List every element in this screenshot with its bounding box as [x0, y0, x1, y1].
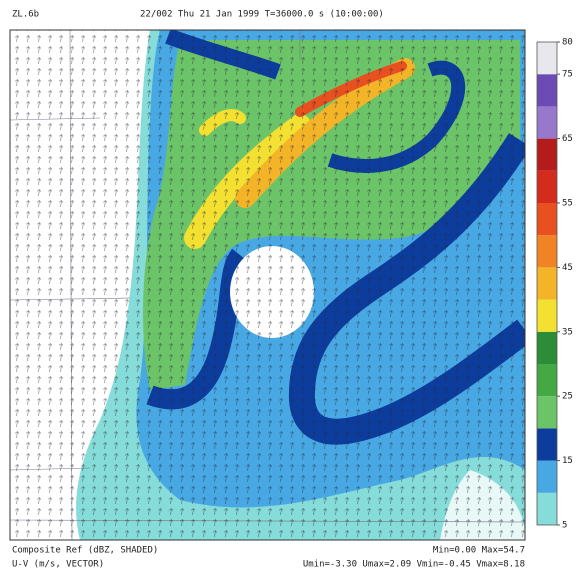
colorbar-segment [537, 106, 557, 139]
colorbar-segment [537, 267, 557, 300]
colorbar-label: 45 [562, 263, 573, 273]
colorbar-segment [537, 203, 557, 236]
colorbar-segment [537, 299, 557, 332]
colorbar-segment [537, 74, 557, 107]
colorbar-segment [537, 460, 557, 493]
wind-vectors [10, 30, 525, 540]
colorbar-label: 75 [562, 70, 573, 80]
colorbar-segment [537, 396, 557, 429]
colorbar-segment [537, 235, 557, 268]
colorbar-label: 15 [562, 456, 573, 466]
map [10, 30, 525, 540]
colorbar-segment [537, 492, 557, 525]
colorbar-segment [537, 170, 557, 203]
header-label: ZL.6b [12, 10, 39, 20]
colorbar-label: 25 [562, 392, 573, 402]
colorbar-segment [537, 331, 557, 364]
colorbar-label: 65 [562, 134, 573, 144]
colorbar-label: 35 [562, 327, 573, 337]
colorbar-segment [537, 364, 557, 397]
footer-left: U-V (m/s, VECTOR) [12, 560, 104, 570]
footer-left: Composite Ref (dBZ, SHADED) [12, 546, 158, 556]
colorbar-label: 80 [562, 38, 573, 48]
colorbar-segment [537, 428, 557, 461]
colorbar-frame [536, 41, 558, 526]
colorbar-segment [537, 138, 557, 171]
footer-right: Umin=-3.30 Umax=2.09 Vmin=-0.45 Vmax=8.1… [303, 560, 525, 570]
map-frame [9, 29, 526, 541]
colorbar-label: 5 [562, 521, 567, 531]
colorbar: 5 15 25 35 45 55 65 75 80 [536, 38, 573, 531]
footer-right: Min=0.00 Max=54.7 [433, 546, 525, 556]
colorbar-label: 55 [562, 199, 573, 209]
header-title: 22/002 Thu 21 Jan 1999 T=36000.0 s (10:0… [140, 10, 384, 20]
colorbar-segment [537, 42, 557, 75]
